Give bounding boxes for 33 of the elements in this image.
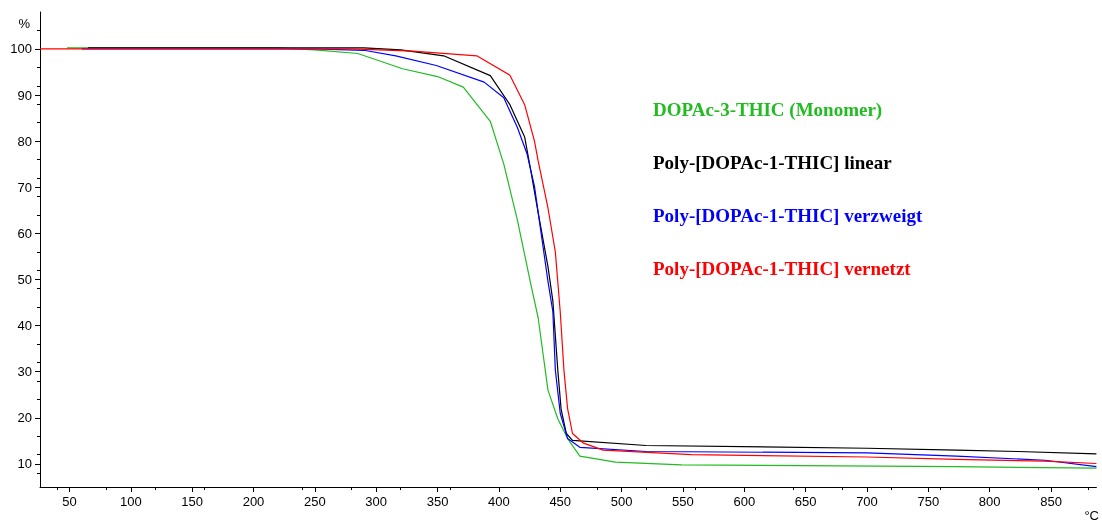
y-tick-label: 20 [17, 410, 32, 426]
x-tick-label: 400 [488, 494, 510, 509]
text: DOPAc-3-THIC (Monomer) [653, 99, 883, 121]
x-tick-label: 50 [62, 494, 77, 509]
y-tick-label: 90 [17, 87, 32, 103]
y-tick-label: 10 [17, 456, 32, 472]
x-tick-label: 350 [426, 494, 449, 509]
x-tick-label: 650 [794, 494, 817, 509]
text: Poly-[DOPAc-1-THIC] vernetzt [653, 258, 912, 279]
x-tick-label: 700 [856, 494, 878, 509]
text: Poly-[DOPAc-1-THIC] verzweigt [653, 205, 923, 226]
x-tick-label: 250 [303, 494, 326, 509]
x-tick-label: 100 [119, 494, 142, 509]
x-tick-label: 550 [672, 494, 694, 509]
y-tick-label: 100 [10, 41, 32, 57]
x-tick-label: 750 [917, 494, 940, 509]
x-tick-label: 200 [242, 494, 265, 509]
x-tick-label: 600 [733, 494, 756, 509]
y-tick-label: 60 [17, 225, 32, 241]
y-tick-label: 40 [17, 318, 32, 334]
x-tick-label: 150 [181, 494, 203, 509]
x-tick-label: 300 [365, 494, 388, 509]
x-axis-title: °C [1084, 508, 1100, 522]
y-tick-label: 50 [17, 271, 32, 287]
x-tick-label: 800 [978, 494, 1001, 509]
y-axis-title: % [18, 16, 31, 31]
x-tick-label: 850 [1040, 494, 1062, 509]
y-tick-label: 70 [17, 179, 32, 195]
text: Poly-[DOPAc-1-THIC] linear [653, 152, 893, 173]
y-tick-label: 80 [17, 133, 32, 149]
x-tick-label: 500 [610, 494, 633, 509]
y-tick-label: 30 [17, 364, 32, 380]
x-tick-label: 450 [549, 494, 572, 509]
